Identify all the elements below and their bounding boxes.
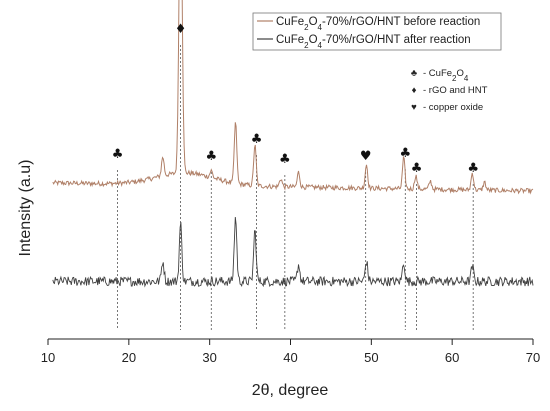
legend-entry-2-part: 4 [318, 41, 323, 50]
x-tick-label: 10 [41, 350, 55, 365]
series-layer [52, 0, 534, 288]
x-tick-label: 50 [364, 350, 378, 365]
legend-box [252, 12, 502, 51]
x-axis-label: 2θ, degree [252, 382, 329, 399]
marker-key-label: - rGO and HNT [423, 85, 488, 96]
annotation-symbol: ♣ [279, 152, 291, 167]
annotation-symbol: ♣ [251, 132, 263, 147]
legend-entry-1: CuFe2O4-70%/rGO/HNT before reaction [276, 16, 480, 32]
marker-key-symbol: ♣ [411, 68, 417, 79]
marker-key-symbol: ♦ [412, 85, 417, 96]
marker-key-label-part: O [457, 68, 464, 79]
annotation-symbols: ♣♦♣♣♣ ♥ ♣♣ ♣ [112, 22, 479, 176]
legend-entry-1-part: CuFe [276, 16, 304, 28]
marker-key-label-part: 4 [464, 74, 469, 83]
annotation-symbol: ♣ [411, 161, 423, 176]
marker-key-label: - CuFe2O4 [423, 68, 469, 83]
legend-entry-1-part: -70%/rGO/HNT before reaction [322, 16, 480, 28]
marker-key-label-part: - CuFe [423, 68, 452, 79]
x-tick-label: 20 [122, 350, 136, 365]
x-axis-ticks: 10 20 30 40 50 60 70 [41, 339, 540, 365]
legend-entry-1-part: 2 [304, 23, 309, 32]
annotation-symbol: ♣ [399, 146, 411, 161]
legend-entry-2-part: CuFe [276, 34, 304, 46]
annotation-symbol: ♣ [112, 147, 124, 162]
legend-entry-2-part: O [309, 34, 318, 46]
x-tick-label: 30 [202, 350, 216, 365]
legend: CuFe2O4-70%/rGO/HNT before reactionCuFe2… [252, 12, 502, 51]
series-line-2 [52, 216, 534, 288]
marker-key-label: - copper oxide [423, 102, 483, 113]
marker-key-label-part: 2 [452, 74, 457, 83]
annotation-lines [117, 45, 474, 330]
legend-entry-2: CuFe2O4-70%/rGO/HNT after reaction [276, 34, 471, 50]
annotation-symbol: ♣ [205, 149, 217, 164]
marker-key-label-part: - rGO and HNT [423, 85, 488, 96]
x-tick-label: 70 [526, 350, 540, 365]
legend-entry-2-part: 2 [304, 41, 309, 50]
annotation-symbol: ♥ [360, 149, 372, 164]
annotation-symbol: ♦ [175, 22, 187, 37]
x-tick-label: 60 [445, 350, 459, 365]
series-line-1 [52, 0, 534, 195]
marker-key: ♣ - CuFe2O4 ♦ - rGO and HNT ♥ - copper oxide [411, 68, 488, 113]
marker-key-symbol: ♥ [411, 102, 417, 113]
marker-key-label-part: - copper oxide [423, 102, 483, 113]
legend-entry-1-part: O [309, 16, 318, 28]
x-tick-label: 40 [283, 350, 297, 365]
legend-entry-1-part: 4 [318, 23, 323, 32]
legend-entry-2-part: -70%/rGO/HNT after reaction [322, 34, 471, 46]
y-axis-label: Intensity (a.u) [17, 160, 34, 257]
annotation-symbol: ♣ [467, 161, 479, 176]
